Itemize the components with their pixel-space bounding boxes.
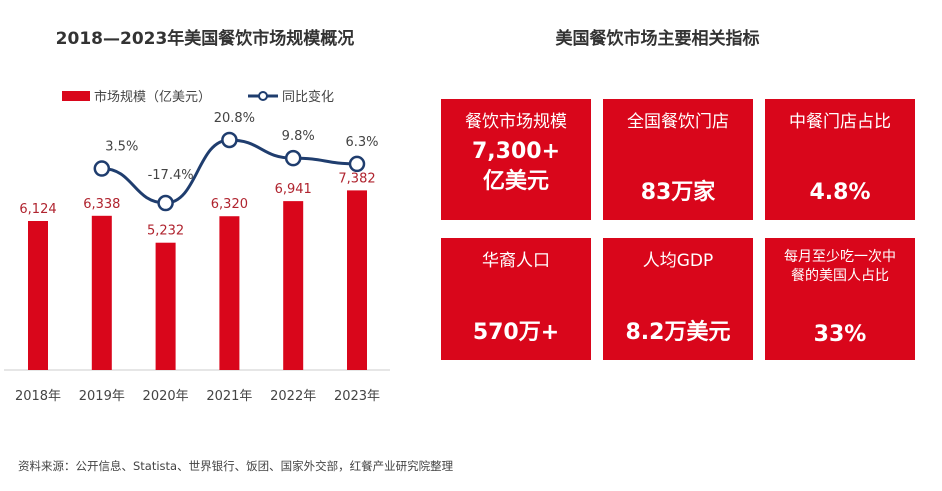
- bar-2022年: [283, 201, 304, 370]
- indicators-title: 美国餐饮市场主要相关指标: [555, 29, 760, 49]
- x-tick-label: 2020年: [143, 389, 189, 404]
- yoy-label: -17.4%: [148, 168, 194, 183]
- card-label: 中餐门店占比: [789, 112, 891, 132]
- x-tick-label: 2021年: [206, 389, 252, 404]
- bar-2018年: [28, 221, 48, 370]
- yoy-line: [101, 138, 358, 205]
- yoy-label: 9.8%: [282, 129, 315, 144]
- card-value: 4.8%: [809, 180, 871, 205]
- legend-line-label: 同比变化: [282, 89, 334, 105]
- bar-2020年: [155, 242, 176, 370]
- x-tick-label: 2023年: [334, 389, 380, 404]
- yoy-label: 20.8%: [214, 111, 255, 126]
- card-gdp: 人均GDP 8.2万美元: [603, 238, 753, 360]
- yoy-point: [157, 194, 174, 212]
- card-label: 全国餐饮门店: [627, 112, 729, 132]
- bar-label: 7,382: [338, 171, 375, 186]
- legend-bar-label: 市场规模（亿美元）: [94, 89, 211, 105]
- legend-line-marker: [258, 91, 268, 101]
- bar-2019年: [91, 215, 112, 370]
- bar-2023年: [347, 190, 367, 370]
- x-tick-label: 2022年: [270, 389, 316, 404]
- yoy-label: 6.3%: [345, 135, 378, 150]
- bar-2021年: [219, 216, 240, 370]
- yoy-point: [221, 131, 238, 149]
- bar-label: 5,232: [147, 224, 184, 239]
- x-tick-label: 2019年: [79, 389, 125, 404]
- indicator-cards: 餐饮市场规模 7,300+ 亿美元 全国餐饮门店 83万家 中餐门店占比 4.8…: [441, 99, 915, 360]
- card-label: 人均GDP: [642, 251, 714, 271]
- card-label: 每月至少吃一次中餐的美国人占比: [784, 249, 896, 284]
- bar-label: 6,941: [275, 182, 312, 197]
- yoy-point: [348, 155, 366, 173]
- market-size-chart: 市场规模（亿美元） 同比变化 6,124 2018年 6,338 2019年 5,232 20…: [4, 89, 390, 404]
- card-restaurants: 全国餐饮门店 83万家: [603, 99, 753, 220]
- bar-label: 6,338: [83, 197, 120, 212]
- card-value: 8.2万美元: [625, 320, 731, 345]
- chart-title: 2018—2023年美国餐饮市场规模概况: [55, 29, 355, 49]
- bar-label: 6,124: [19, 202, 56, 217]
- card-value: 33%: [813, 322, 867, 347]
- card-chinese-population: 华裔人口 570万+: [441, 238, 591, 360]
- x-tick-label: 2018年: [15, 389, 61, 404]
- card-value: 570万+: [472, 320, 560, 345]
- bar-label: 6,320: [211, 197, 248, 212]
- card-chinese-share: 中餐门店占比 4.8%: [765, 99, 915, 220]
- yoy-point: [93, 160, 111, 177]
- card-label: 华裔人口: [482, 251, 550, 271]
- card-value: 83万家: [640, 180, 716, 205]
- card-value: 7,300+ 亿美元: [471, 139, 561, 194]
- card-label: 餐饮市场规模: [465, 112, 567, 132]
- card-market-size: 餐饮市场规模 7,300+ 亿美元: [441, 99, 591, 220]
- source-footnote: 资料来源：公开信息、Statista、世界银行、饭团、国家外交部，红餐产业研究院…: [18, 459, 454, 473]
- legend-bar-swatch: [62, 91, 90, 101]
- yoy-label: 3.5%: [105, 140, 138, 155]
- yoy-point: [284, 149, 302, 167]
- card-monthly-diners: 每月至少吃一次中餐的美国人占比 33%: [765, 238, 915, 360]
